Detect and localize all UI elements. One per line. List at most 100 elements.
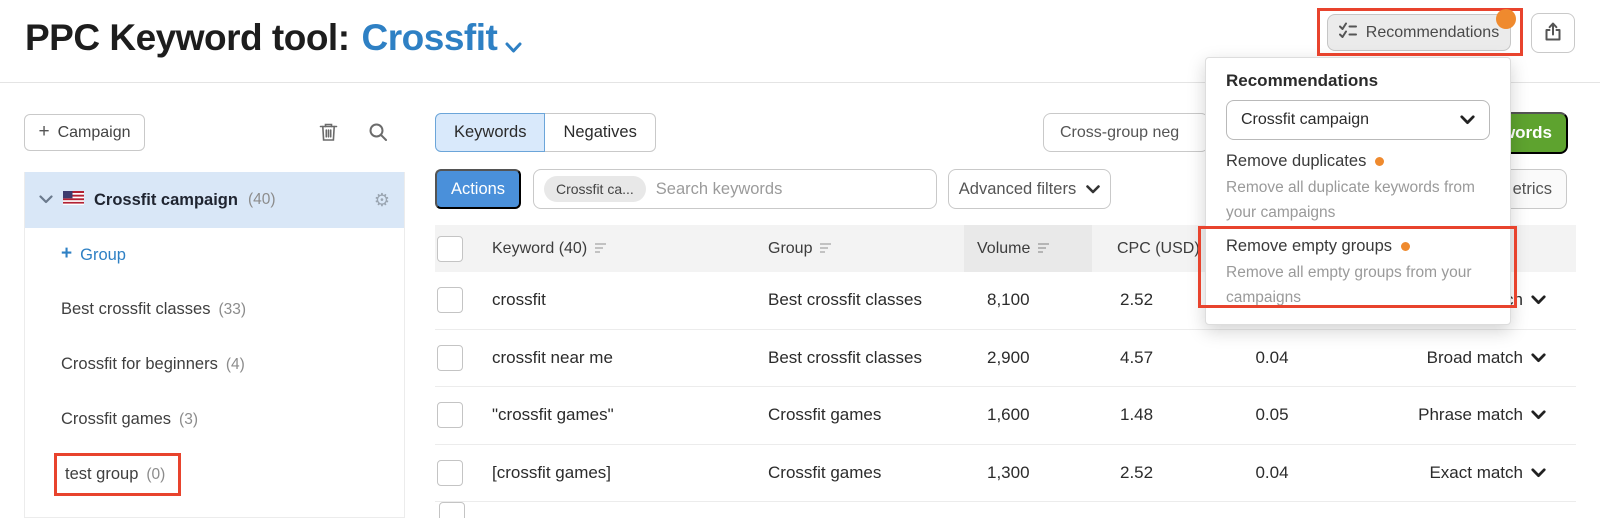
advanced-filters-label: Advanced filters [958,179,1077,198]
cross-group-negatives-button[interactable]: Cross-group neg [1043,113,1209,152]
match-type-dropdown[interactable]: Broad match [1332,330,1576,387]
campaign-name: Crossfit campaign [94,190,238,209]
group-name: test group [65,465,139,483]
campaign-select[interactable]: Crossfit campaign [1226,100,1490,140]
project-name[interactable]: Crossfit [361,17,498,58]
header-volume[interactable]: Volume [964,225,1092,272]
chevron-down-icon[interactable] [39,191,53,209]
plus-icon: + [61,243,73,264]
remove-empty-groups-label: Remove empty groups [1226,237,1392,255]
cell-volume: 2,900 [987,347,1030,367]
header-group[interactable]: Group [764,225,964,272]
row-checkbox[interactable] [437,344,463,371]
group-count: (4) [225,355,245,373]
campaign-row[interactable]: Crossfit campaign (40) ⚙ [25,172,404,228]
export-button[interactable] [1531,13,1575,53]
cell-group: Crossfit games [768,405,882,425]
page-title: PPC Keyword tool: Crossfit [25,13,522,63]
table-row: [crossfit games] Crossfit games 1,300 2.… [435,444,1576,502]
cell-volume: 8,100 [987,290,1030,310]
add-campaign-button[interactable]: + Campaign [24,114,145,151]
row-checkbox[interactable] [439,501,465,518]
group-name: Crossfit for beginners [61,355,218,373]
row-checkbox[interactable] [437,459,463,486]
delete-button[interactable] [312,117,344,149]
chevron-down-icon [1531,353,1546,362]
keyword-search-box[interactable]: Crossfit ca... [533,169,937,209]
plus-icon: + [38,120,50,142]
sort-icon[interactable] [1038,243,1050,254]
tab-keywords[interactable]: Keywords [435,113,546,152]
header-group-label: Group [768,239,813,257]
advanced-filters-button[interactable]: Advanced filters [948,169,1111,209]
actions-button[interactable]: Actions [435,169,521,209]
notification-dot [1401,242,1410,251]
recommendations-button[interactable]: Recommendations [1327,14,1511,51]
cell-keyword: [crossfit games] [492,462,612,482]
project-chevron-down-icon[interactable] [505,21,522,63]
cell-group: Crossfit games [768,462,882,482]
recommendations-panel-title: Recommendations [1226,71,1379,90]
search-campaigns-button[interactable] [362,117,394,149]
cell-keyword: "crossfit games" [492,405,614,425]
chevron-down-icon [1531,468,1546,477]
page-title-text: PPC Keyword tool: [25,17,350,58]
sort-icon[interactable] [595,243,607,254]
header-cpc[interactable]: CPC (USD) [1092,225,1212,272]
recommendations-panel: Recommendations Crossfit campaign Remove… [1205,57,1511,325]
cell-com: 0.04 [1255,347,1289,367]
group-count: (3) [179,410,198,428]
cell-group: Best crossfit classes [768,290,922,310]
remove-duplicates-item[interactable]: Remove duplicates Remove all duplicate k… [1226,152,1490,225]
group-count: (0) [146,465,166,483]
notification-dot [1375,157,1385,166]
cell-keyword: crossfit [492,290,546,310]
cell-cpc: 2.52 [1120,290,1154,310]
sidebar-item-crossfit-for-beginners[interactable]: Crossfit for beginners (4) [25,337,404,392]
campaign-filter-chip[interactable]: Crossfit ca... [544,176,646,202]
keywords-negatives-tabs: Keywords Negatives [435,113,656,152]
cell-com: 0.04 [1255,462,1289,482]
sidebar-item-test-group[interactable]: test group (0) [25,447,404,502]
cell-cpc: 4.57 [1120,347,1154,367]
header-volume-label: Volume [977,239,1031,257]
cell-cpc: 2.52 [1120,462,1154,482]
match-type-value: Phrase match [1418,405,1523,425]
select-all-checkbox[interactable] [437,235,463,262]
table-row-partial [435,501,1576,518]
match-type-value: Exact match [1429,462,1523,482]
group-name: Crossfit games [61,410,172,428]
remove-empty-groups-item[interactable]: Remove empty groups Remove all empty gro… [1226,237,1490,310]
header-checkbox-cell [435,225,479,272]
header-cpc-label: CPC (USD) [1117,239,1200,257]
add-group-label: Group [80,245,126,264]
cell-keyword: crossfit near me [492,347,613,367]
row-checkbox[interactable] [437,287,463,314]
gear-icon[interactable]: ⚙ [373,190,390,210]
chevron-down-icon [1460,115,1475,124]
trash-icon [319,122,338,145]
match-type-dropdown[interactable]: Exact match [1332,445,1576,502]
cell-volume: 1,300 [987,462,1030,482]
search-icon [368,122,388,145]
header-keyword-label: Keyword (40) [492,239,588,257]
add-group-button[interactable]: + Group [25,228,404,282]
recommendations-button-label: Recommendations [1365,23,1500,41]
remove-empty-groups-description: Remove all empty groups from your campai… [1226,264,1472,306]
sort-icon[interactable] [820,243,832,254]
row-checkbox[interactable] [437,402,463,429]
group-name: Best crossfit classes [61,300,211,318]
header-keyword[interactable]: Keyword (40) [479,225,764,272]
cell-volume: 1,600 [987,405,1030,425]
remove-duplicates-label: Remove duplicates [1226,152,1367,170]
match-type-dropdown[interactable]: Phrase match [1332,387,1576,444]
search-keywords-input[interactable] [655,179,926,199]
chevron-down-icon [1086,184,1101,193]
cell-com: 0.05 [1255,405,1289,425]
sidebar-item-crossfit-games[interactable]: Crossfit games (3) [25,392,404,447]
notification-dot [1496,9,1516,29]
sidebar-item-best-crossfit-classes[interactable]: Best crossfit classes (33) [25,282,404,337]
cell-cpc: 1.48 [1120,405,1154,425]
tab-negatives[interactable]: Negatives [545,113,656,152]
campaign-tree: Crossfit campaign (40) ⚙ + Group Best cr… [24,172,405,518]
